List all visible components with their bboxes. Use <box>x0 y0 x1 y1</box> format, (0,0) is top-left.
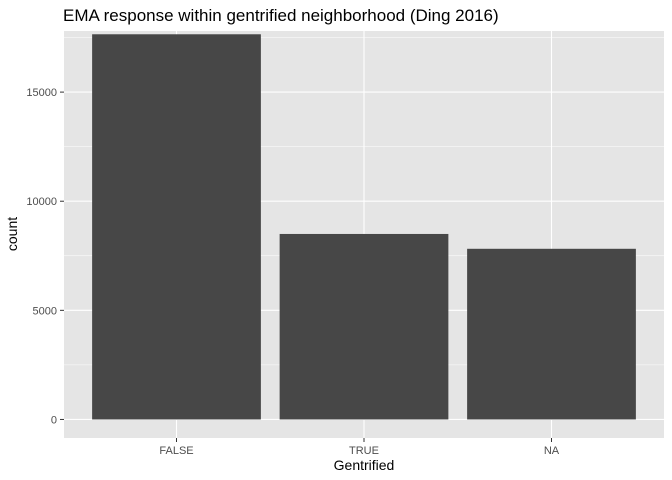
bars <box>92 34 636 420</box>
y-axis-title: count <box>4 217 20 251</box>
y-tick-label: 0 <box>51 414 57 426</box>
x-tick-label: FALSE <box>159 445 193 457</box>
y-tick-label: 10000 <box>26 196 57 208</box>
bar-false <box>92 34 261 420</box>
bar-true <box>279 233 449 420</box>
x-axis-title: Gentrified <box>334 457 395 473</box>
y-axis: 0 5000 10000 15000 <box>26 87 64 426</box>
x-tick-label: NA <box>544 445 560 457</box>
y-tick-label: 5000 <box>33 305 57 317</box>
chart-title: EMA response within gentrified neighborh… <box>63 6 499 25</box>
bar-na <box>467 248 636 420</box>
x-tick-label: TRUE <box>349 445 379 457</box>
y-tick-label: 15000 <box>26 87 57 99</box>
x-axis: FALSE TRUE NA <box>159 438 560 457</box>
